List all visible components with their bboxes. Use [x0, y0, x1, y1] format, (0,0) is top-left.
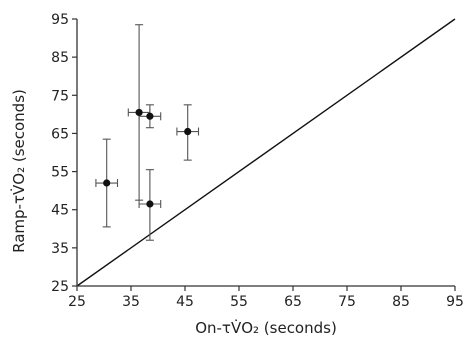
- identity-line-layer: [76, 18, 456, 287]
- y-axis-title: Ramp-τV̇O₂ (seconds): [9, 89, 28, 253]
- data-point-layer: [103, 108, 192, 208]
- data-point: [103, 179, 111, 187]
- data-point: [146, 112, 154, 120]
- data-point: [146, 200, 154, 208]
- x-tick-label: 65: [284, 294, 302, 310]
- y-tick-label: 65: [51, 126, 69, 142]
- data-point: [184, 127, 192, 136]
- x-tick-label: 95: [446, 294, 464, 310]
- x-tick-label: 75: [338, 294, 356, 310]
- x-tick-label: 85: [392, 294, 410, 310]
- x-tick-label: 55: [230, 294, 248, 310]
- y-tick-label: 35: [51, 241, 69, 257]
- y-tick-label: 25: [51, 279, 69, 295]
- y-tick-label: 85: [51, 50, 69, 66]
- y-tick-label: 55: [51, 165, 69, 181]
- identity-line: [76, 18, 456, 287]
- y-tick-label: 75: [51, 88, 69, 104]
- x-tick-label: 45: [176, 294, 194, 310]
- data-point: [135, 108, 143, 117]
- x-axis-title: On-τV̇O₂ (seconds): [195, 318, 337, 337]
- x-tick-label: 25: [68, 294, 86, 310]
- tick-labels: 25 35 45 55 65 75 85 95 25 35 45 55 65 75 85 95: [51, 12, 464, 310]
- y-tick-label: 95: [51, 12, 69, 28]
- axes: [72, 18, 456, 291]
- x-tick-label: 35: [122, 294, 140, 310]
- error-bar-layer: [95, 24, 200, 241]
- y-tick-label: 45: [51, 203, 69, 219]
